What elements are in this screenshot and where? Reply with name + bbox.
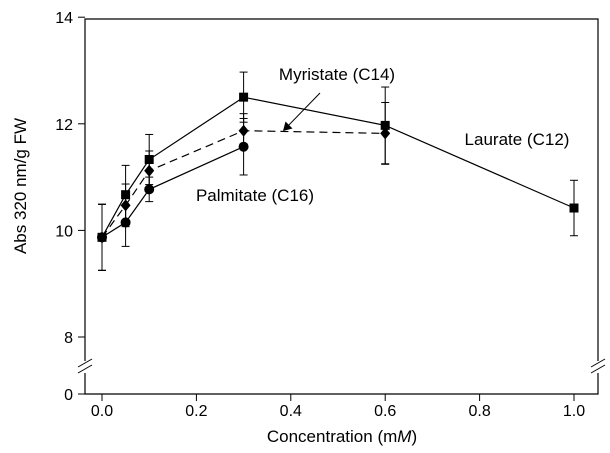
y-axis-break-gap-left [79, 361, 91, 373]
data-point-circle [238, 141, 249, 152]
y-axis-break-mark-right-0 [590, 358, 606, 368]
plot-frame [84, 18, 599, 395]
y-axis-break-gap-right [592, 361, 604, 373]
annotation-myristate-arrowhead [283, 121, 293, 131]
y-axis-break-mark-right-1 [590, 364, 606, 374]
data-point-square [569, 203, 579, 213]
annotation-myristate: Myristate (C14) [279, 65, 395, 84]
x-axis-label: Concentration (mM) [267, 427, 417, 446]
data-point-diamond [144, 164, 155, 177]
y-tick-label: 0 [64, 387, 73, 404]
x-axis-label-part-1: Concentration (m [267, 427, 397, 446]
annotation-myristate-arrow [284, 92, 321, 130]
x-tick-label: 0.4 [280, 403, 302, 420]
y-tick-label: 14 [55, 10, 73, 27]
x-axis-label-italic-unit: M [397, 427, 412, 446]
annotation-palmitate: Palmitate (C16) [196, 186, 314, 205]
annotation-laurate: Laurate (C12) [465, 130, 570, 149]
series-group [97, 71, 579, 271]
series-square [97, 71, 579, 271]
y-axis-label: Abs 320 nm/g FW [11, 118, 30, 254]
y-tick-label: 10 [55, 223, 73, 240]
y-tick-label: 12 [55, 117, 73, 134]
x-tick-label: 0.0 [91, 403, 113, 420]
data-point-circle [97, 232, 107, 243]
plot-frame-group [77, 18, 606, 395]
y-axis-break-mark-left-1 [77, 364, 93, 374]
data-point-circle [120, 217, 131, 228]
x-axis-label-part-3: ) [411, 427, 417, 446]
series-circle [97, 117, 249, 271]
y-tick-label: 8 [64, 330, 73, 347]
tick-label-group: 0.0 0.2 0.4 0.6 0.8 1.0 0 8 10 12 14 [55, 10, 585, 420]
x-tick-label: 0.8 [468, 403, 490, 420]
x-tick-label: 0.6 [374, 403, 396, 420]
series-line [101, 96, 575, 238]
y-axis-break-mark-left-0 [77, 358, 93, 368]
data-point-diamond [380, 127, 391, 140]
x-tick-label: 1.0 [563, 403, 585, 420]
x-tick-label: 0.2 [185, 403, 207, 420]
data-point-circle [144, 184, 155, 195]
series-line [101, 146, 244, 238]
data-point-square [239, 92, 249, 102]
